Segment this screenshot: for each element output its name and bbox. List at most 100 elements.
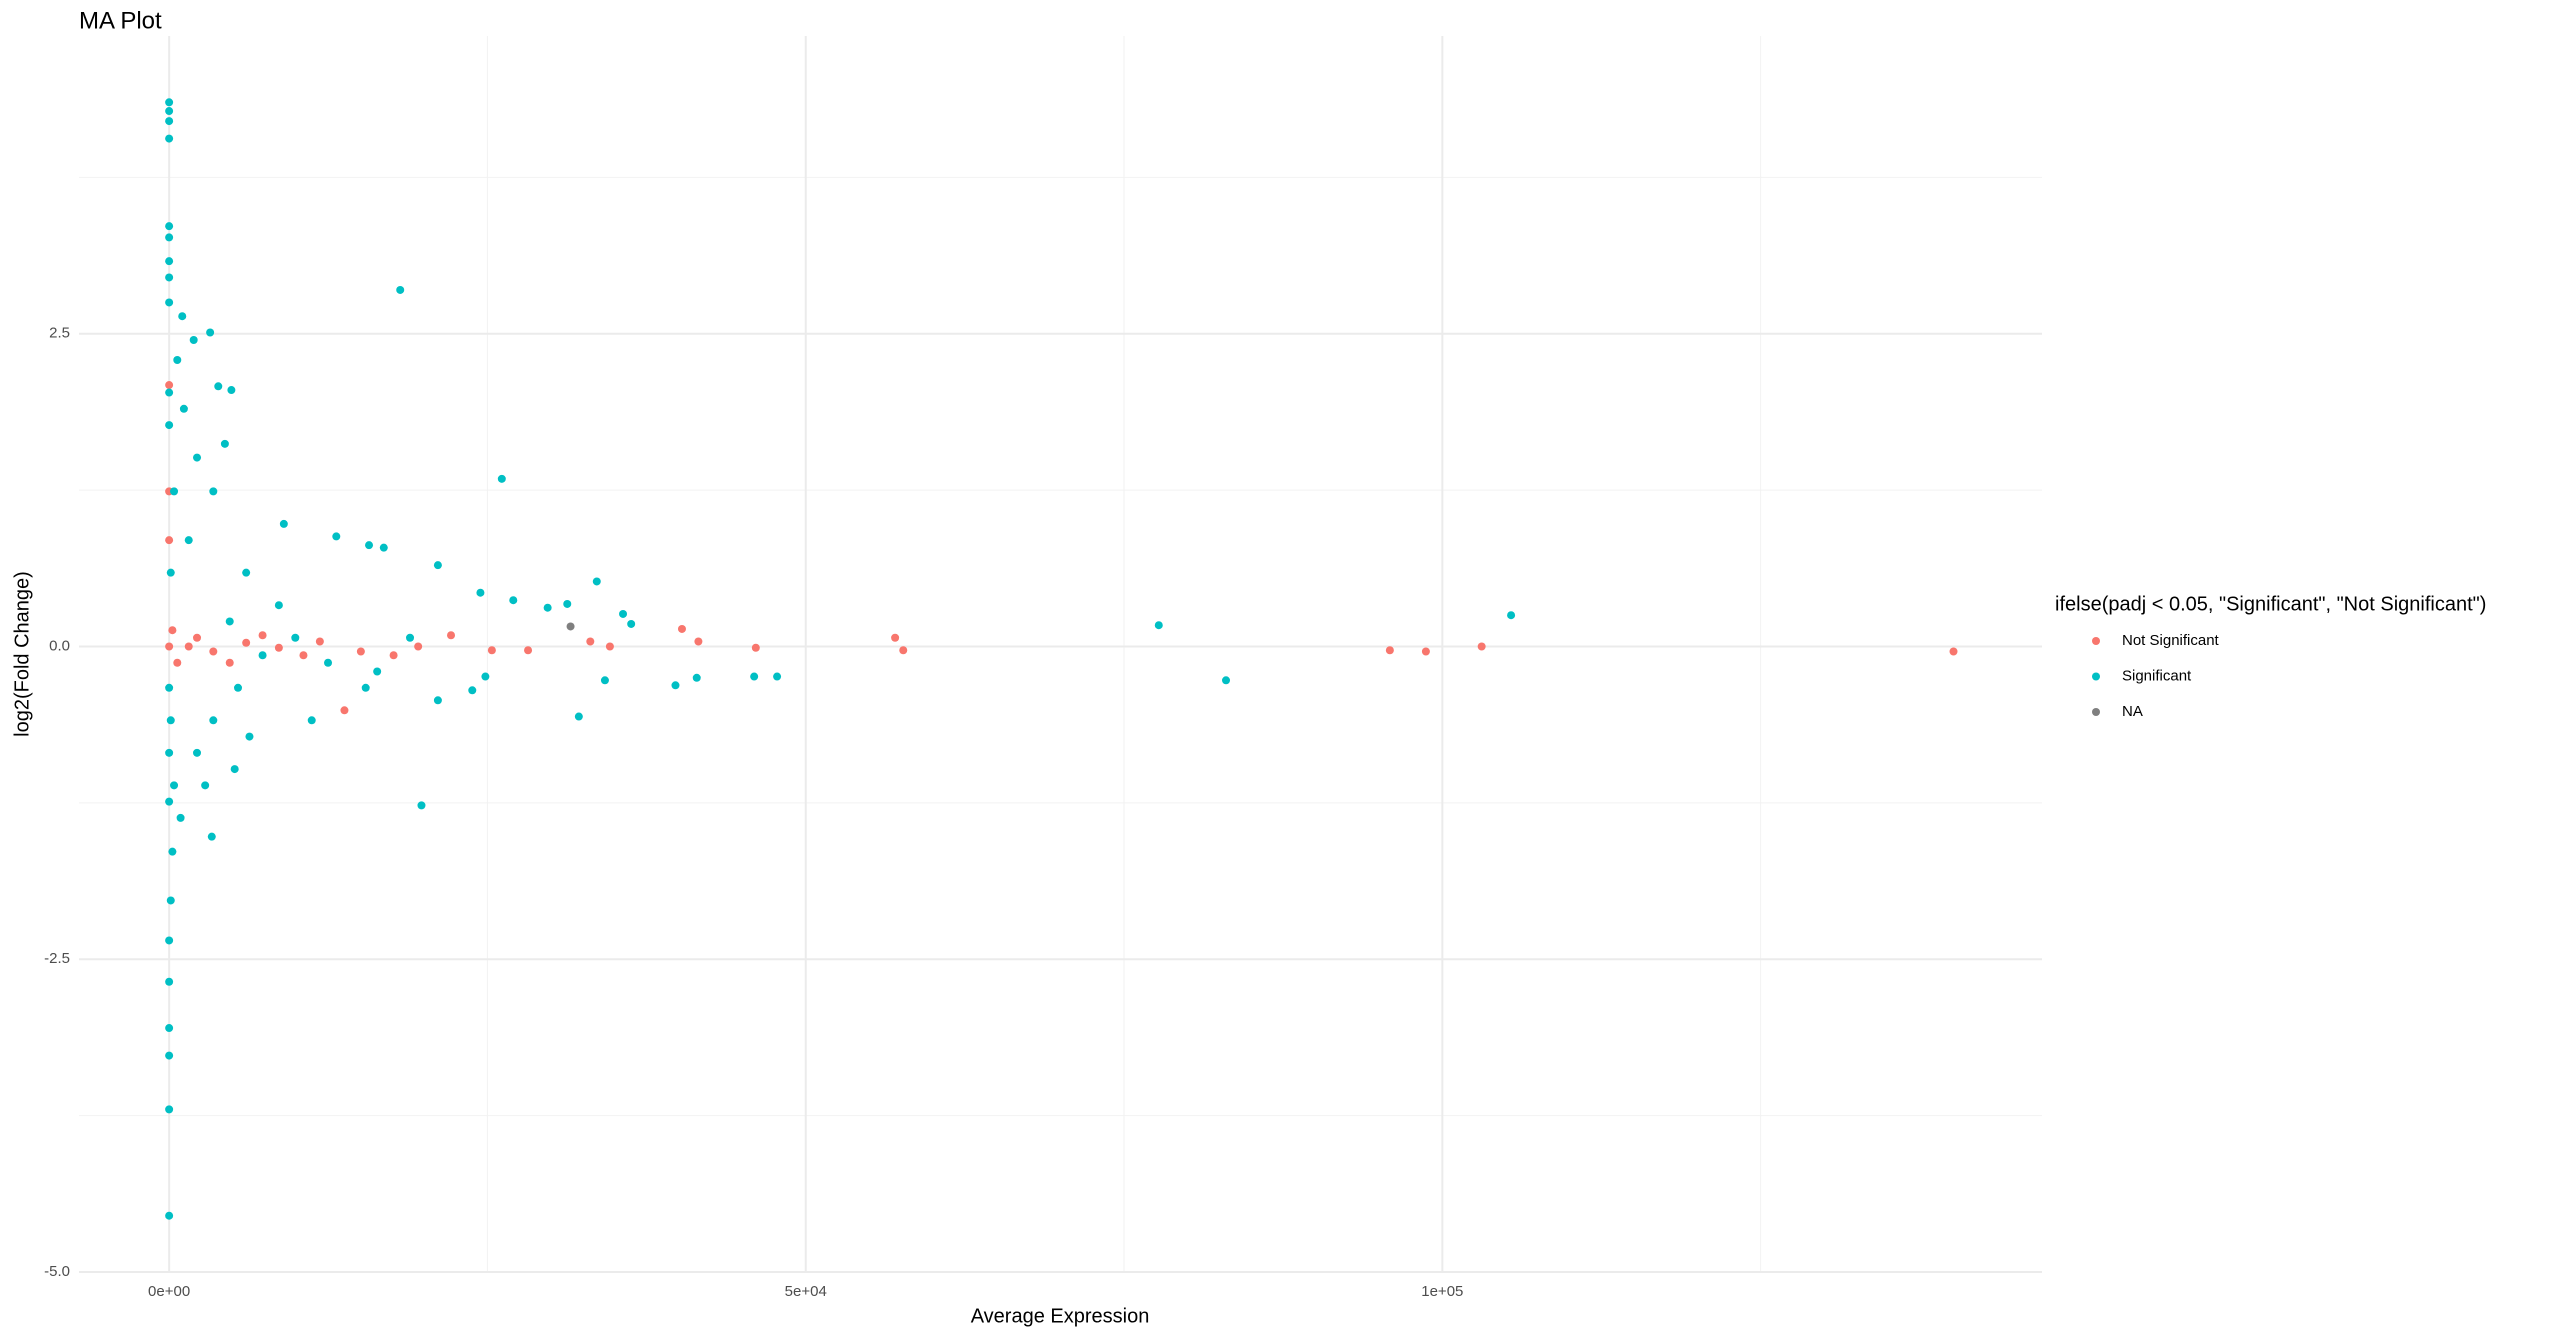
y-tick-label: -2.5 bbox=[44, 950, 70, 967]
point bbox=[433, 696, 442, 705]
point bbox=[165, 388, 174, 397]
point bbox=[332, 532, 341, 541]
point bbox=[184, 536, 193, 545]
point bbox=[165, 683, 174, 692]
point bbox=[543, 603, 552, 612]
point bbox=[165, 536, 174, 545]
y-tick-label: 2.5 bbox=[49, 325, 70, 342]
point bbox=[178, 312, 187, 321]
point bbox=[165, 1105, 174, 1114]
legend-label: NA bbox=[2122, 703, 2143, 720]
point bbox=[206, 328, 215, 337]
point bbox=[1507, 611, 1516, 620]
point bbox=[165, 134, 174, 143]
point bbox=[165, 1211, 174, 1220]
point bbox=[396, 285, 405, 294]
point bbox=[166, 568, 175, 577]
legend-marker bbox=[2092, 637, 2100, 645]
point bbox=[227, 386, 236, 395]
point bbox=[340, 706, 349, 715]
point bbox=[189, 335, 198, 344]
point bbox=[324, 658, 333, 667]
y-tick-label: -5.0 bbox=[44, 1263, 70, 1280]
point bbox=[234, 683, 243, 692]
point bbox=[207, 832, 216, 841]
point bbox=[773, 672, 782, 681]
point bbox=[193, 633, 202, 642]
point bbox=[245, 732, 254, 741]
point bbox=[1421, 647, 1430, 656]
point bbox=[414, 642, 423, 651]
point bbox=[184, 642, 193, 651]
point bbox=[166, 896, 175, 905]
point bbox=[677, 624, 686, 633]
point bbox=[274, 643, 283, 652]
point bbox=[1477, 642, 1486, 651]
point bbox=[406, 633, 415, 642]
point bbox=[750, 672, 759, 681]
point bbox=[365, 541, 374, 550]
point bbox=[433, 561, 442, 570]
point bbox=[600, 676, 609, 685]
point bbox=[173, 356, 182, 365]
x-tick-label: 1e+05 bbox=[1421, 1283, 1463, 1300]
point bbox=[899, 646, 908, 655]
point bbox=[165, 936, 174, 945]
point bbox=[168, 847, 177, 856]
point bbox=[179, 404, 188, 413]
point bbox=[497, 474, 506, 483]
point bbox=[1154, 621, 1163, 630]
grid bbox=[79, 36, 2042, 1273]
point bbox=[170, 781, 179, 790]
point bbox=[225, 617, 234, 626]
legend-marker bbox=[2092, 672, 2100, 681]
y-tick-label: 0.0 bbox=[49, 637, 70, 654]
point bbox=[170, 487, 179, 496]
x-tick-label: 5e+04 bbox=[785, 1283, 827, 1300]
point bbox=[165, 98, 174, 107]
x-tick-label: 0e+00 bbox=[148, 1283, 190, 1300]
point bbox=[242, 638, 251, 647]
point bbox=[165, 107, 174, 116]
point bbox=[307, 716, 316, 725]
point bbox=[166, 716, 175, 725]
point bbox=[487, 646, 496, 655]
point bbox=[586, 637, 595, 646]
point bbox=[165, 642, 174, 651]
point bbox=[242, 568, 251, 577]
point bbox=[279, 519, 288, 528]
point bbox=[566, 622, 575, 631]
x-axis-title: Average Expression bbox=[971, 1305, 1150, 1327]
point bbox=[165, 273, 174, 282]
point bbox=[193, 748, 202, 757]
point bbox=[165, 977, 174, 986]
point bbox=[258, 631, 267, 640]
point bbox=[468, 686, 477, 695]
point bbox=[509, 596, 518, 605]
point bbox=[165, 1024, 174, 1033]
point bbox=[165, 298, 174, 307]
point bbox=[165, 222, 174, 231]
point bbox=[165, 421, 174, 430]
point bbox=[1385, 646, 1394, 655]
point bbox=[751, 643, 760, 652]
point bbox=[209, 487, 218, 496]
point bbox=[214, 382, 223, 391]
point bbox=[417, 801, 426, 810]
point bbox=[447, 631, 456, 640]
point bbox=[619, 609, 628, 618]
point bbox=[692, 673, 701, 682]
point bbox=[165, 1051, 174, 1060]
point bbox=[165, 381, 174, 390]
point bbox=[1222, 676, 1231, 685]
point bbox=[165, 117, 174, 126]
point bbox=[291, 633, 300, 642]
legend-label: Significant bbox=[2122, 667, 2192, 684]
point bbox=[524, 646, 533, 655]
point bbox=[592, 577, 601, 586]
legend-marker bbox=[2092, 708, 2100, 716]
points bbox=[165, 98, 1958, 1220]
point bbox=[225, 658, 234, 667]
point bbox=[356, 647, 365, 656]
